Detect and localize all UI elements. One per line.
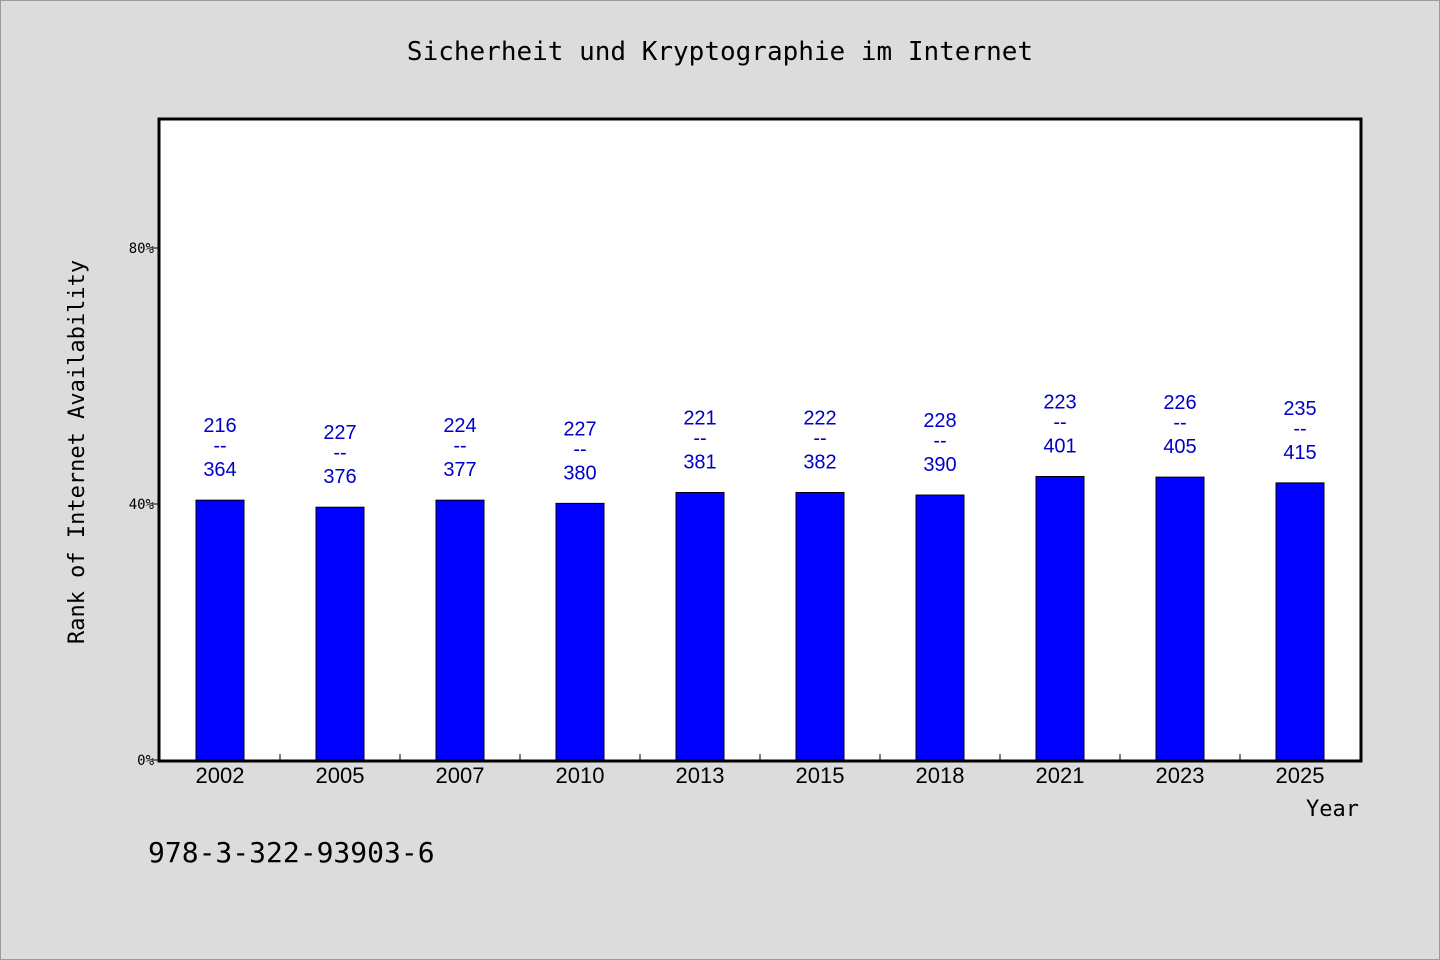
data-label-bottom: 405 <box>1163 436 1196 458</box>
data-label-separator: -- <box>1173 412 1186 434</box>
bar-2025 <box>1275 482 1325 761</box>
data-label-top: 226 <box>1163 392 1196 414</box>
x-tick-label: 2013 <box>676 763 725 788</box>
bar-2021 <box>1035 475 1085 761</box>
data-label-top: 235 <box>1283 398 1316 420</box>
y-tick-label: 40% <box>129 497 155 513</box>
data-label-bottom: 415 <box>1283 442 1316 464</box>
data-label-bottom: 377 <box>443 459 476 481</box>
data-label-bottom: 382 <box>803 451 836 473</box>
data-label-top: 227 <box>563 418 596 440</box>
data-label-separator: -- <box>933 430 946 452</box>
x-tick-label: 2007 <box>436 763 485 788</box>
data-label-top: 224 <box>443 415 476 437</box>
y-tick-label: 0% <box>137 753 154 769</box>
x-tick-label: 2002 <box>196 763 245 788</box>
data-label-separator: -- <box>1053 411 1066 433</box>
data-label-separator: -- <box>813 427 826 449</box>
data-label-separator: -- <box>213 435 226 457</box>
data-label-bottom: 390 <box>923 454 956 476</box>
x-tick-label: 2023 <box>1156 763 1205 788</box>
bar-2023 <box>1155 476 1205 761</box>
bars <box>195 475 1325 761</box>
data-label-top: 228 <box>923 410 956 432</box>
data-label-bottom: 364 <box>203 459 236 481</box>
bar-2007 <box>435 499 485 761</box>
x-axis-label: Year <box>1306 797 1359 822</box>
bar-2013 <box>675 491 725 761</box>
bar-2002 <box>195 499 245 761</box>
data-label-separator: -- <box>573 438 586 460</box>
data-label-bottom: 376 <box>323 466 356 488</box>
x-axis: 2002 2005 2007 2010 2013 2015 2018 2021 2023 2025 <box>196 754 1325 788</box>
bar-2010 <box>555 502 605 761</box>
x-tick-label: 2018 <box>916 763 965 788</box>
x-tick-label: 2015 <box>796 763 845 788</box>
x-tick-label: 2025 <box>1276 763 1325 788</box>
footnote-isbn: 978-3-322-93903-6 <box>148 836 435 869</box>
data-label-top: 222 <box>803 407 836 429</box>
data-label-separator: -- <box>333 442 346 464</box>
data-label-bottom: 401 <box>1043 435 1076 457</box>
data-label-top: 223 <box>1043 391 1076 413</box>
data-label-top: 227 <box>323 422 356 444</box>
y-axis-label: Rank of Internet Availability <box>65 260 90 644</box>
y-tick-label: 80% <box>129 241 155 257</box>
bar-2005 <box>315 506 365 761</box>
data-label-top: 221 <box>683 407 716 429</box>
data-label-bottom: 381 <box>683 451 716 473</box>
chart-title: Sicherheit und Kryptographie im Internet <box>407 37 1033 67</box>
data-labels: 216--364227--376224--377227--380221--381… <box>203 391 1316 488</box>
data-label-separator: -- <box>693 427 706 449</box>
x-tick-label: 2021 <box>1036 763 1085 788</box>
x-tick-label: 2005 <box>316 763 365 788</box>
data-label-separator: -- <box>1293 418 1306 440</box>
bar-2015 <box>795 491 845 761</box>
data-label-top: 216 <box>203 415 236 437</box>
x-tick-label: 2010 <box>556 763 605 788</box>
data-label-bottom: 380 <box>563 462 596 484</box>
bar-2018 <box>915 494 965 761</box>
y-axis: 0% 40% 80% <box>129 241 160 769</box>
data-label-separator: -- <box>453 435 466 457</box>
